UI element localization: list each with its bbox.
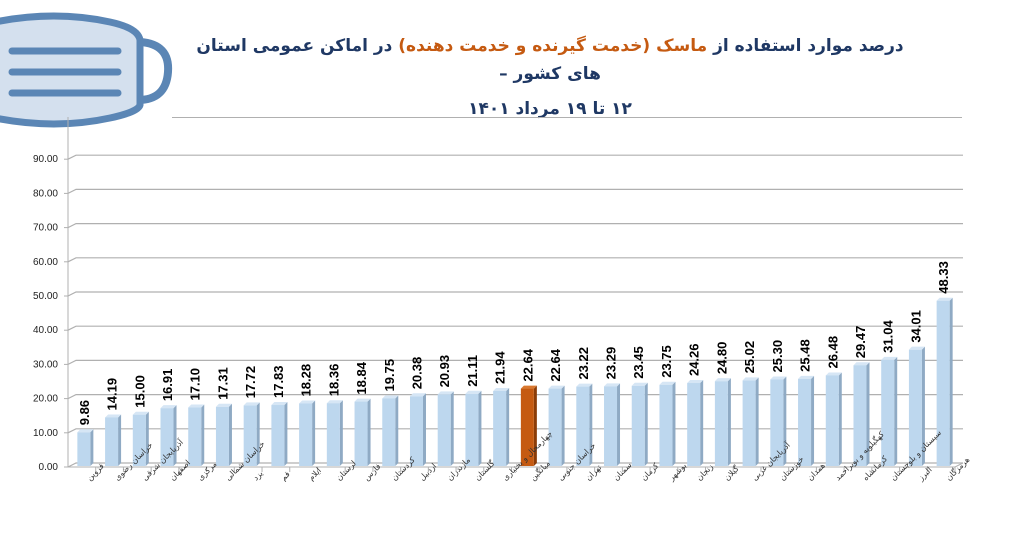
data-label: 17.10 bbox=[188, 368, 203, 401]
y-tick-label: 80.00 bbox=[33, 188, 58, 199]
title-divider bbox=[172, 117, 962, 118]
data-label: 48.33 bbox=[936, 261, 951, 294]
bar: 21.11 bbox=[465, 355, 482, 466]
bar: 17.31 bbox=[215, 367, 232, 466]
data-label: 23.29 bbox=[604, 347, 619, 380]
bar: 34.01 bbox=[908, 310, 925, 466]
data-label: 24.26 bbox=[687, 343, 702, 376]
chart-title-line1: درصد موارد استفاده از ماسک (خدمت گیرنده … bbox=[196, 36, 904, 84]
x-category-label: البرز bbox=[916, 465, 934, 483]
data-label: 18.36 bbox=[326, 364, 341, 397]
chart-title-line2: ۱۲ تا ۱۹ مرداد ۱۴۰۱ bbox=[468, 99, 632, 119]
y-tick-label: 60.00 bbox=[33, 257, 58, 268]
data-label: 25.48 bbox=[798, 339, 813, 372]
bar: 29.47 bbox=[853, 326, 870, 466]
data-label: 22.64 bbox=[548, 348, 563, 381]
data-label: 23.75 bbox=[659, 345, 674, 378]
bar: 21.94 bbox=[493, 351, 510, 466]
data-label: 17.83 bbox=[271, 365, 286, 398]
data-label: 26.48 bbox=[825, 336, 840, 369]
bar: 19.75 bbox=[382, 359, 399, 466]
data-label: 18.28 bbox=[299, 364, 314, 397]
bar: 20.93 bbox=[437, 355, 454, 466]
bar: 17.10 bbox=[188, 368, 205, 466]
y-axis: 0.00 10.00 20.00 30.00 40.00 50.00 60.00 70.00 8… bbox=[33, 154, 68, 473]
bar: 17.83 bbox=[271, 365, 288, 466]
x-category-label: گیلان bbox=[722, 463, 741, 482]
data-label: 29.47 bbox=[853, 326, 868, 359]
bar: 23.29 bbox=[604, 347, 621, 466]
data-label: 22.64 bbox=[520, 348, 535, 381]
data-label: 16.91 bbox=[160, 369, 175, 402]
data-label: 15.00 bbox=[132, 375, 147, 408]
face-mask-icon bbox=[0, 12, 173, 128]
y-tick-label: 70.00 bbox=[33, 223, 58, 234]
bar: 22.64 bbox=[548, 348, 565, 466]
chart-title: درصد موارد استفاده از ماسک (خدمت گیرنده … bbox=[180, 32, 920, 124]
data-label: 25.30 bbox=[770, 340, 785, 373]
data-label: 23.22 bbox=[576, 347, 591, 380]
data-label: 9.86 bbox=[77, 400, 92, 425]
data-label: 21.94 bbox=[493, 351, 508, 384]
bar: 24.26 bbox=[687, 343, 704, 466]
bar: 14.19 bbox=[105, 378, 122, 466]
y-tick-label: 10.00 bbox=[33, 428, 58, 439]
bar: 48.33 bbox=[936, 261, 953, 466]
data-label: 17.72 bbox=[243, 366, 258, 399]
bar: 23.75 bbox=[659, 345, 676, 466]
y-tick-label: 40.00 bbox=[33, 325, 58, 336]
y-tick-label: 50.00 bbox=[33, 291, 58, 302]
title-accent: ماسک (خدمت گیرنده و خدمت دهنده) bbox=[398, 36, 708, 56]
bar: 18.36 bbox=[326, 364, 343, 466]
bar: 26.48 bbox=[825, 336, 842, 466]
data-label: 24.80 bbox=[714, 342, 729, 375]
bar: 25.02 bbox=[742, 341, 759, 466]
bar: 20.38 bbox=[409, 357, 426, 466]
data-label: 14.19 bbox=[105, 378, 120, 411]
data-label: 20.93 bbox=[437, 355, 452, 388]
bar: 23.45 bbox=[631, 346, 648, 466]
bar: 24.80 bbox=[714, 342, 731, 466]
data-label: 21.11 bbox=[465, 355, 480, 387]
y-tick-label: 0.00 bbox=[39, 462, 59, 473]
data-label: 17.31 bbox=[215, 367, 230, 400]
bar: 25.48 bbox=[798, 339, 815, 466]
x-category-label: یزد bbox=[251, 469, 265, 483]
data-label: 19.75 bbox=[382, 359, 397, 392]
bar: 9.86 bbox=[77, 400, 94, 466]
bars: 9.86 14.19 15.00 16.91 17.10 17.31 17.72 17.83 1… bbox=[77, 261, 953, 466]
bar: 15.00 bbox=[132, 375, 149, 466]
y-tick-label: 20.00 bbox=[33, 394, 58, 405]
bar: 18.84 bbox=[354, 361, 371, 466]
y-tick-label: 90.00 bbox=[33, 154, 58, 165]
bar: 23.22 bbox=[576, 347, 593, 466]
bar: 16.91 bbox=[160, 369, 177, 466]
data-label: 34.01 bbox=[908, 310, 923, 343]
bar-average: 22.64 bbox=[520, 348, 537, 466]
bar: 25.30 bbox=[770, 340, 787, 466]
data-label: 23.45 bbox=[631, 346, 646, 379]
bar: 17.72 bbox=[243, 366, 260, 466]
data-label: 25.02 bbox=[742, 341, 757, 374]
x-category-label: ایلام bbox=[307, 466, 323, 482]
data-label: 20.38 bbox=[409, 357, 424, 390]
data-label: 31.04 bbox=[881, 320, 896, 353]
data-label: 18.84 bbox=[354, 361, 369, 394]
bar: 18.28 bbox=[299, 364, 316, 466]
y-tick-label: 30.00 bbox=[33, 359, 58, 370]
bar: 31.04 bbox=[881, 320, 898, 466]
